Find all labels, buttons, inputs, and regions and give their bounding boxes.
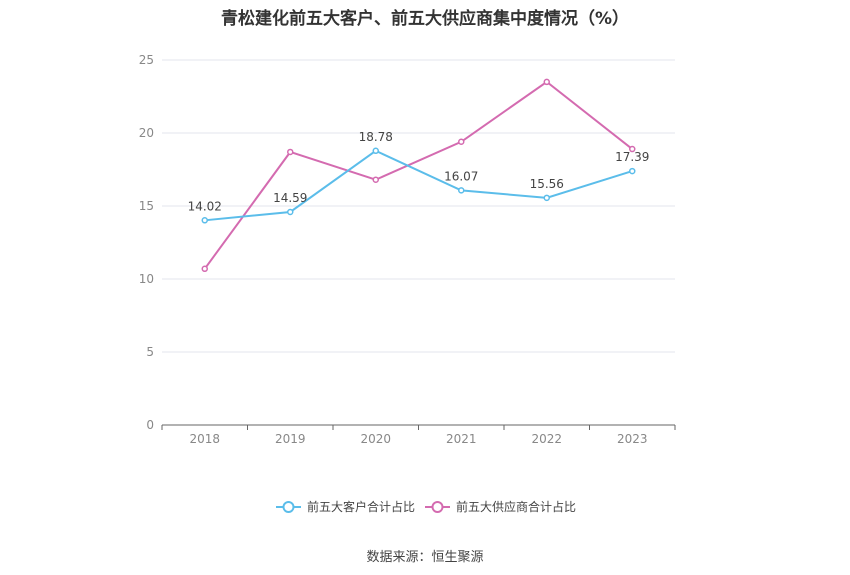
y-tick-label: 0 [146,418,154,432]
source-note: 数据来源：恒生聚源 [366,550,484,565]
legend-marker [282,501,295,513]
data-point [458,138,465,146]
legend-label: 前五大供应商合计占比 [456,499,576,514]
data-labels: 14.02 14.59 18.78 16.07 15.56 17.39 [188,130,650,213]
series-layer [201,78,636,273]
legend-label: 前五大客户合计占比 [307,499,415,514]
data-point [372,147,379,155]
x-tick-label: 2020 [360,432,391,446]
gridlines [162,59,675,353]
series-line [203,80,633,270]
data-label: 15.56 [530,177,564,191]
legend-item[interactable]: 前五大供应商合计占比 [425,499,576,514]
legend-marker [431,501,444,513]
legend[interactable]: 前五大客户合计占比 前五大供应商合计占比 [276,499,576,514]
data-point [372,176,379,183]
x-tick-label: 2019 [275,432,306,446]
x-tick-label: 2021 [446,432,477,446]
data-point [287,148,294,156]
data-point [629,145,636,153]
data-label: 14.59 [273,191,307,205]
axes: 0 5 10 15 20 25 2018 2019 2020 2021 2022 2023 [139,53,676,446]
data-label: 18.78 [359,130,393,144]
data-point [543,78,550,86]
y-tick-label: 15 [139,199,154,213]
data-point [287,208,294,216]
x-tick-label: 2018 [189,432,220,446]
chart-title: 青松建化前五大客户、前五大供应商集中度情况（%） [220,9,630,29]
data-label: 14.02 [188,199,222,213]
series-line [204,149,633,222]
data-label: 16.07 [444,169,478,183]
y-tick-label: 25 [139,53,154,67]
y-tick-label: 5 [146,345,154,359]
data-label: 17.39 [615,150,649,164]
data-point [458,187,465,194]
data-point [629,167,636,175]
data-point [201,217,208,224]
x-tick-label: 2022 [531,432,562,446]
x-tick-label: 2023 [617,432,648,446]
data-point [201,265,208,273]
data-point [543,194,550,202]
y-tick-label: 20 [139,126,154,140]
legend-item[interactable]: 前五大客户合计占比 [276,499,415,514]
y-tick-label: 10 [139,272,154,286]
